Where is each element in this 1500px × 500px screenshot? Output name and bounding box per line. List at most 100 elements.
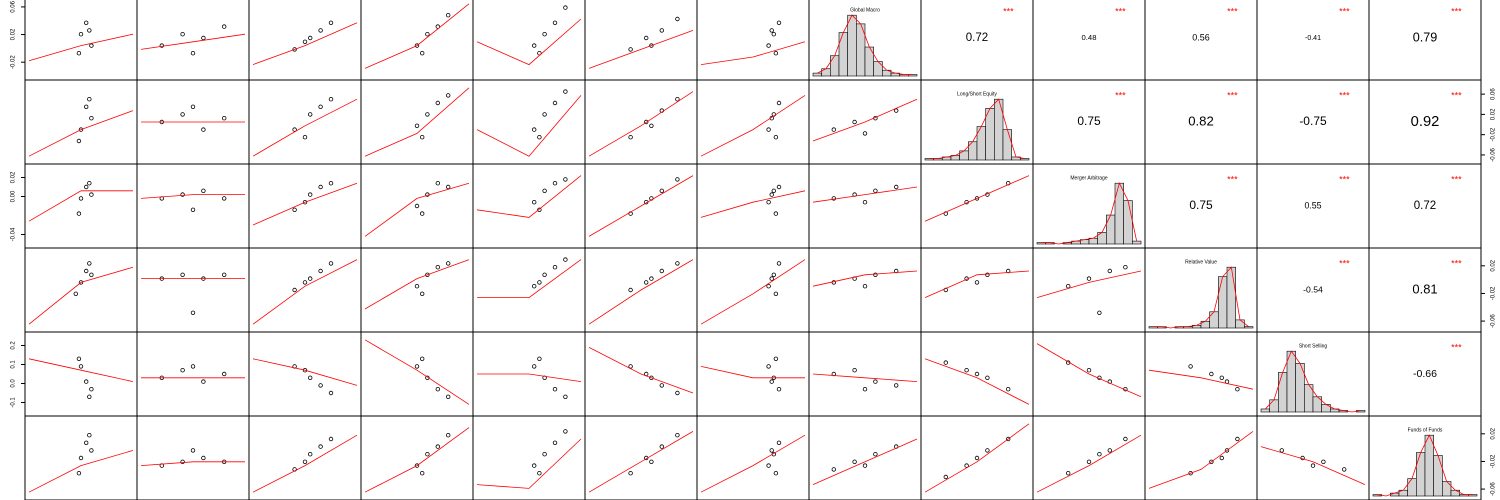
scatter-point [894, 108, 899, 113]
histogram-bar [1020, 158, 1030, 161]
significance-stars: *** [1115, 6, 1126, 16]
significance-stars: *** [1339, 6, 1350, 16]
scatter-point [769, 379, 774, 384]
fit-line [140, 194, 245, 199]
scatter-point [852, 459, 857, 464]
scatter-point [675, 177, 680, 182]
fit-line [252, 182, 358, 226]
scatter-point [1235, 436, 1240, 442]
y-tick-label: -0.06 [1491, 482, 1497, 496]
y-tick-label: -0.06 [1491, 147, 1497, 161]
scatter-point [769, 276, 774, 281]
scatter-point [537, 471, 542, 476]
scatter-point [831, 196, 836, 201]
panel-frame [808, 247, 922, 333]
histogram-bar [1278, 372, 1288, 413]
histogram-bar [1321, 404, 1331, 413]
scatter-point [435, 444, 440, 449]
scatter-point [420, 134, 425, 140]
fit-line [476, 175, 582, 218]
fit-line [252, 22, 358, 65]
scatter-point [542, 272, 547, 277]
panel-frame [24, 163, 138, 249]
fit-line [812, 438, 918, 485]
panel-frame [584, 79, 698, 165]
correlation-value: 0.79 [1413, 30, 1438, 44]
scatter-point [159, 43, 164, 48]
scatter-point [1123, 265, 1128, 270]
fit-line [588, 347, 694, 394]
significance-stars: *** [1339, 90, 1350, 100]
scatter-point [78, 364, 84, 369]
scatter-point [201, 379, 206, 384]
panel-frame [584, 0, 698, 81]
scatter-point [89, 43, 94, 48]
scatter-point [563, 5, 568, 10]
fit-line [812, 373, 918, 382]
scatter-point [414, 43, 420, 48]
scatter-point [87, 394, 92, 399]
fit-line [924, 358, 1030, 405]
scatter-point [766, 199, 771, 205]
scatter-point [532, 364, 537, 369]
scatter-point [420, 51, 425, 56]
scatter-point [435, 100, 440, 106]
scatter-point [221, 115, 227, 121]
scatter-point [1086, 459, 1092, 464]
scatter-point [831, 127, 836, 132]
correlation-value: 0.55 [1304, 200, 1321, 210]
y-tick-label: 0.0 [11, 379, 17, 388]
scatter-point [771, 272, 776, 277]
histogram-bar [1390, 492, 1400, 497]
y-tick-label: -0.02 [1491, 454, 1497, 468]
variable-name: Relative Value [1185, 259, 1217, 265]
scatter-point [1188, 364, 1193, 369]
fit-line [28, 450, 134, 493]
scatter-point [766, 364, 771, 369]
panel-frame [1032, 415, 1146, 500]
scatter-point [628, 134, 633, 140]
scatter-point [83, 104, 89, 109]
scatter-point [221, 196, 227, 201]
histogram-bar [1433, 455, 1443, 497]
histogram-bar [1442, 481, 1452, 497]
scatter-point [302, 459, 308, 464]
scatter-point [89, 387, 94, 392]
scatter-point [328, 436, 334, 442]
scatter-point [201, 455, 206, 461]
panel-frame [1144, 415, 1258, 500]
fit-line [700, 366, 805, 379]
scatter-point [552, 180, 558, 186]
fit-line [28, 33, 134, 62]
scatter-point [776, 20, 782, 25]
panel-frame [248, 331, 362, 417]
scatter-point [180, 32, 185, 37]
panel-frame [472, 415, 586, 500]
scatter-point [831, 467, 836, 472]
scatter-point [89, 272, 94, 277]
scatter-point [435, 265, 440, 270]
histogram-bar [1416, 452, 1426, 497]
scatter-point [659, 444, 664, 449]
scatter-point [302, 134, 308, 140]
scatter-point [201, 188, 206, 193]
scatter-point [425, 452, 430, 457]
scatter-point [649, 123, 654, 128]
panel-frame [360, 247, 474, 333]
scatter-point [776, 440, 782, 445]
panel-frame [136, 415, 250, 500]
scatter-point [644, 119, 649, 125]
scatter-point [773, 134, 779, 140]
scatter-point [532, 463, 537, 468]
fit-line [924, 175, 1030, 222]
scatter-point [308, 375, 313, 380]
scatter-point [985, 375, 990, 380]
scatter-point [308, 112, 313, 117]
scatter-point [1006, 436, 1011, 442]
scatter-point [862, 199, 868, 205]
fit-line [252, 98, 358, 157]
y-tick-label: 0.2 [11, 341, 17, 350]
correlation-value: -0.54 [1303, 284, 1323, 294]
scatter-point [894, 184, 899, 190]
scatter-point [83, 268, 89, 274]
